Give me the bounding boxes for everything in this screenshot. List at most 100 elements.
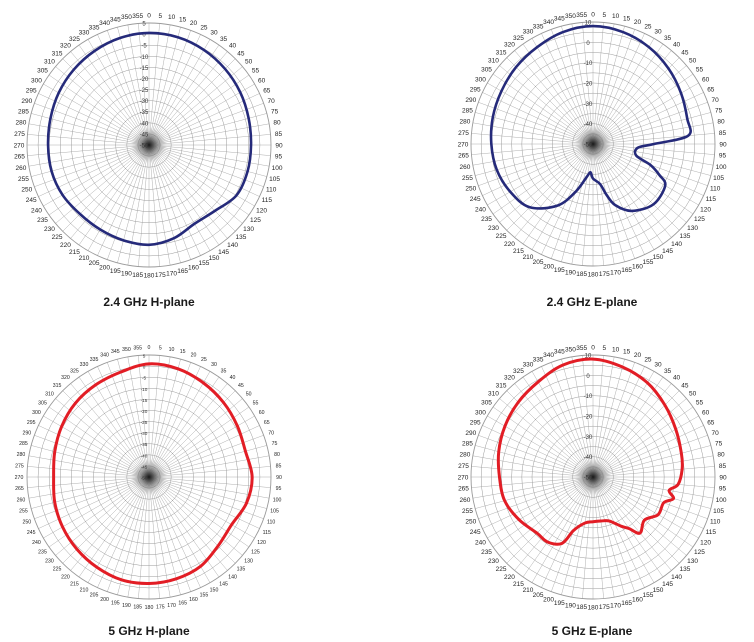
- grid-spoke: [592, 415, 699, 478]
- grid-spoke: [592, 143, 699, 206]
- angle-tick-label: 340: [99, 20, 110, 27]
- grid-spoke: [592, 143, 715, 155]
- angle-tick-label: 215: [513, 248, 524, 255]
- grid-spoke: [127, 476, 150, 598]
- angle-tick-label: 110: [267, 519, 275, 525]
- radial-tick-label: -30: [140, 99, 149, 105]
- grid-spoke: [117, 476, 150, 595]
- grid-spoke: [55, 144, 150, 224]
- grid-spoke: [487, 82, 594, 145]
- angle-tick-label: 30: [210, 30, 218, 37]
- grid-spoke: [592, 143, 680, 231]
- grid-spoke: [138, 144, 150, 267]
- grid-spoke: [592, 102, 708, 145]
- angle-tick-label: 90: [719, 141, 727, 148]
- grid-spoke: [148, 476, 243, 556]
- angle-tick-label: 155: [200, 593, 209, 599]
- angle-tick-label: 235: [481, 549, 492, 556]
- angle-tick-label: 75: [715, 441, 723, 448]
- angle-tick-label: 95: [719, 486, 727, 493]
- grid-spoke: [148, 476, 201, 588]
- angle-tick-label: 15: [180, 349, 186, 355]
- radial-tick-label: -15: [141, 398, 148, 403]
- angle-tick-label: 120: [700, 206, 711, 213]
- angle-tick-label: 210: [80, 587, 89, 593]
- radial-tick-label: 10: [585, 354, 592, 360]
- grid-spoke: [148, 144, 243, 224]
- grid-spoke: [592, 476, 714, 499]
- grid-spoke: [28, 476, 150, 499]
- angle-tick-label: 225: [52, 234, 63, 241]
- angle-tick-label: 170: [610, 602, 621, 609]
- grid-spoke: [148, 58, 236, 146]
- angle-tick-label: 25: [200, 24, 208, 31]
- radial-tick-label: -35: [140, 110, 149, 116]
- grid-spoke: [148, 476, 160, 599]
- grid-spoke: [148, 144, 236, 232]
- angle-tick-label: 270: [15, 475, 24, 481]
- grid-spoke: [592, 143, 635, 259]
- angle-tick-label: 310: [44, 59, 55, 66]
- grid-spoke: [475, 445, 594, 478]
- angle-tick-label: 180: [144, 272, 155, 279]
- grid-spoke: [38, 93, 150, 146]
- angle-tick-label: 185: [576, 271, 587, 278]
- grid-spoke: [482, 476, 594, 529]
- grid-spoke: [592, 122, 714, 145]
- grid-spoke: [592, 23, 615, 145]
- angle-tick-label: 285: [18, 109, 29, 116]
- grid-spoke: [475, 143, 594, 176]
- angle-tick-label: 165: [621, 267, 632, 274]
- grid-spoke: [475, 112, 594, 145]
- angle-tick-label: 355: [132, 13, 143, 20]
- angle-tick-label: 350: [565, 13, 576, 20]
- grid-spoke: [148, 144, 171, 266]
- grid-spoke: [62, 144, 150, 232]
- angle-tick-label: 265: [458, 153, 469, 160]
- angle-tick-label: 115: [262, 197, 273, 204]
- angle-tick-label: 260: [17, 497, 26, 503]
- grid-spoke: [592, 476, 711, 509]
- grid-spoke: [78, 476, 150, 578]
- angle-tick-label: 55: [696, 400, 704, 407]
- angle-tick-label: 185: [576, 604, 587, 611]
- polar-chart-h24: 0 5 10 15 2025303540455055606570758085909510…: [14, 12, 283, 279]
- angle-tick-label: 20: [190, 20, 198, 27]
- grid-spoke: [592, 38, 655, 145]
- grid-spoke: [478, 476, 594, 519]
- grid-spoke: [87, 371, 150, 478]
- angle-tick-label: 15: [179, 17, 187, 24]
- grid-spoke: [571, 23, 594, 145]
- angle-tick-label: 140: [228, 574, 237, 580]
- grid-spoke: [70, 383, 150, 478]
- grid-spoke: [592, 476, 604, 599]
- grid-spoke: [592, 476, 687, 556]
- angle-tick-label: 145: [662, 581, 673, 588]
- angle-tick-label: 15: [623, 16, 631, 23]
- radial-tick-label: -20: [584, 82, 593, 88]
- angle-tick-label: 165: [177, 268, 188, 275]
- angle-tick-label: 80: [717, 452, 725, 459]
- angle-tick-label: 280: [16, 120, 27, 127]
- angle-tick-label: 245: [27, 530, 36, 536]
- grid-spoke: [148, 44, 220, 146]
- angle-tick-label: 310: [45, 391, 54, 397]
- grid-spoke: [43, 144, 150, 207]
- grid-spoke: [148, 144, 211, 251]
- angle-tick-label: 225: [496, 566, 507, 573]
- angle-tick-label: 245: [470, 196, 481, 203]
- angle-tick-label: 15: [623, 349, 631, 356]
- angle-tick-label: 130: [243, 226, 254, 233]
- grid-spoke: [561, 476, 594, 595]
- angle-tick-label: 80: [274, 452, 280, 458]
- angle-tick-label: 90: [719, 474, 727, 481]
- angle-tick-label: 315: [496, 49, 507, 56]
- grid-spoke: [492, 73, 594, 145]
- angle-tick-label: 40: [230, 375, 236, 381]
- angle-tick-label: 85: [276, 463, 282, 469]
- angle-tick-label: 100: [716, 164, 727, 171]
- grid-spoke: [551, 29, 594, 145]
- angle-tick-label: 125: [694, 216, 705, 223]
- angle-tick-label: 250: [465, 519, 476, 526]
- grid-spoke: [582, 476, 594, 599]
